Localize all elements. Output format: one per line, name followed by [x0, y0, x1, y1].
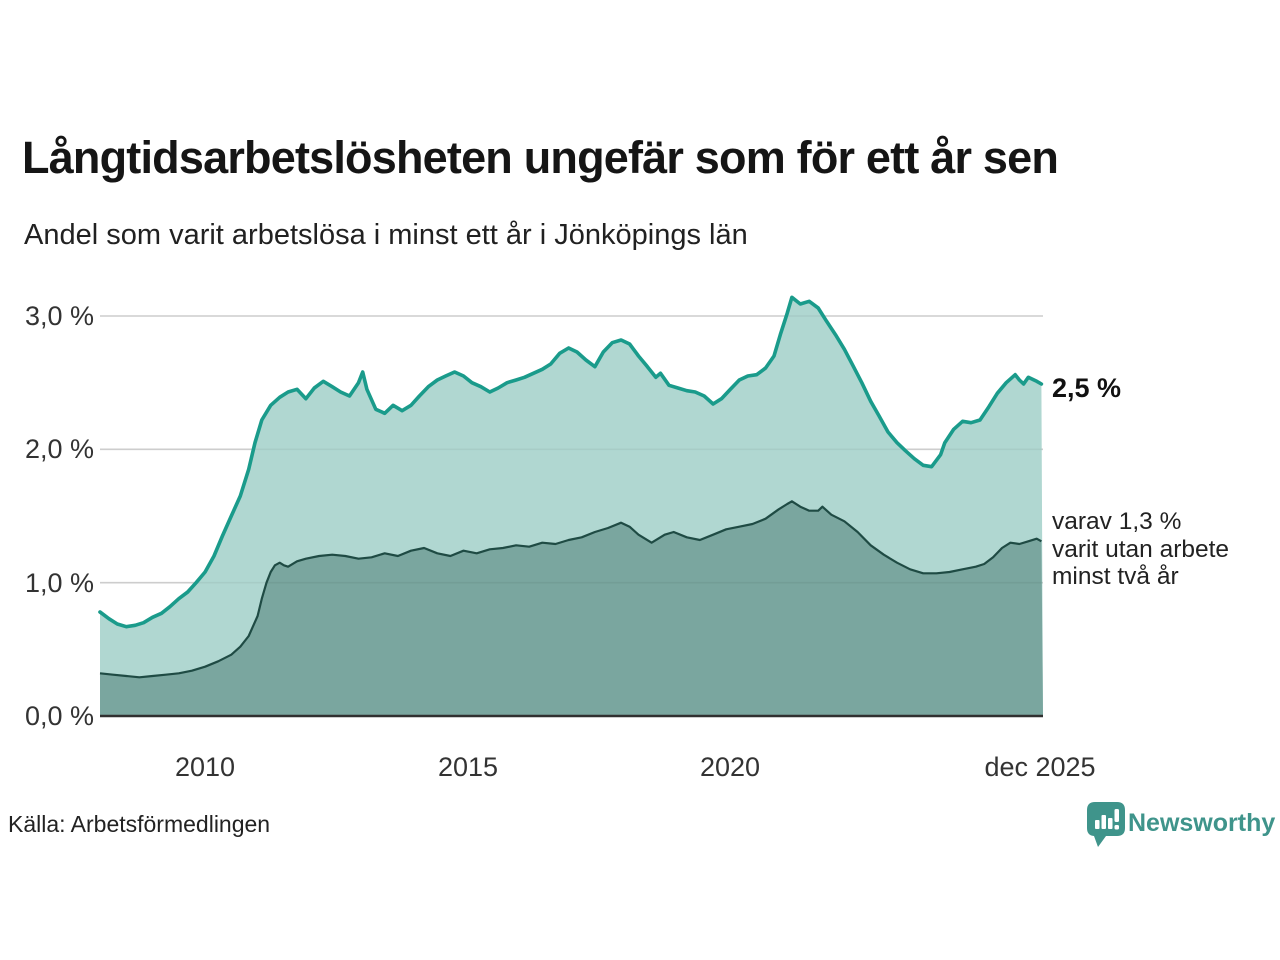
source-attribution: Källa: Arbetsförmedlingen: [8, 811, 271, 837]
breakdown-line-3: minst två år: [1052, 563, 1179, 590]
series-end-label-total: 2,5 %: [1052, 373, 1122, 403]
page-title: Långtidsarbetslösheten ungefär som för e…: [22, 132, 1059, 183]
breakdown-line-1: varav 1,3 %: [1052, 508, 1182, 535]
line-min-one-year: [98, 295, 1044, 629]
y-axis-tick-1: 1,0 %: [24, 568, 94, 598]
page-subtitle: Andel som varit arbetslösa i minst ett å…: [24, 219, 748, 251]
line-min-two-years: [99, 500, 1042, 679]
x-axis-tick-2015: 2015: [437, 752, 499, 782]
y-axis-tick-3: 3,0 %: [24, 301, 94, 331]
y-axis-tick-2: 2,0 %: [24, 434, 94, 464]
y-axis-tick-0: 0,0 %: [24, 701, 94, 731]
area-min-two-years: [100, 501, 1043, 716]
newsworthy-wordmark: Newsworthy: [1128, 809, 1276, 837]
newsworthy-logo-icon: [1087, 802, 1125, 847]
newsworthy-logo: Newsworthy: [1086, 800, 1276, 852]
breakdown-line-2: varit utan arbete: [1052, 535, 1230, 563]
x-axis-tick-dec-2025: dec 2025: [984, 752, 1096, 782]
series-end-label-breakdown: varav 1,3 % varit utan arbete minst två …: [1052, 508, 1229, 591]
x-axis-tick-2020: 2020: [699, 752, 761, 782]
x-axis-tick-2010: 2010: [174, 752, 236, 782]
